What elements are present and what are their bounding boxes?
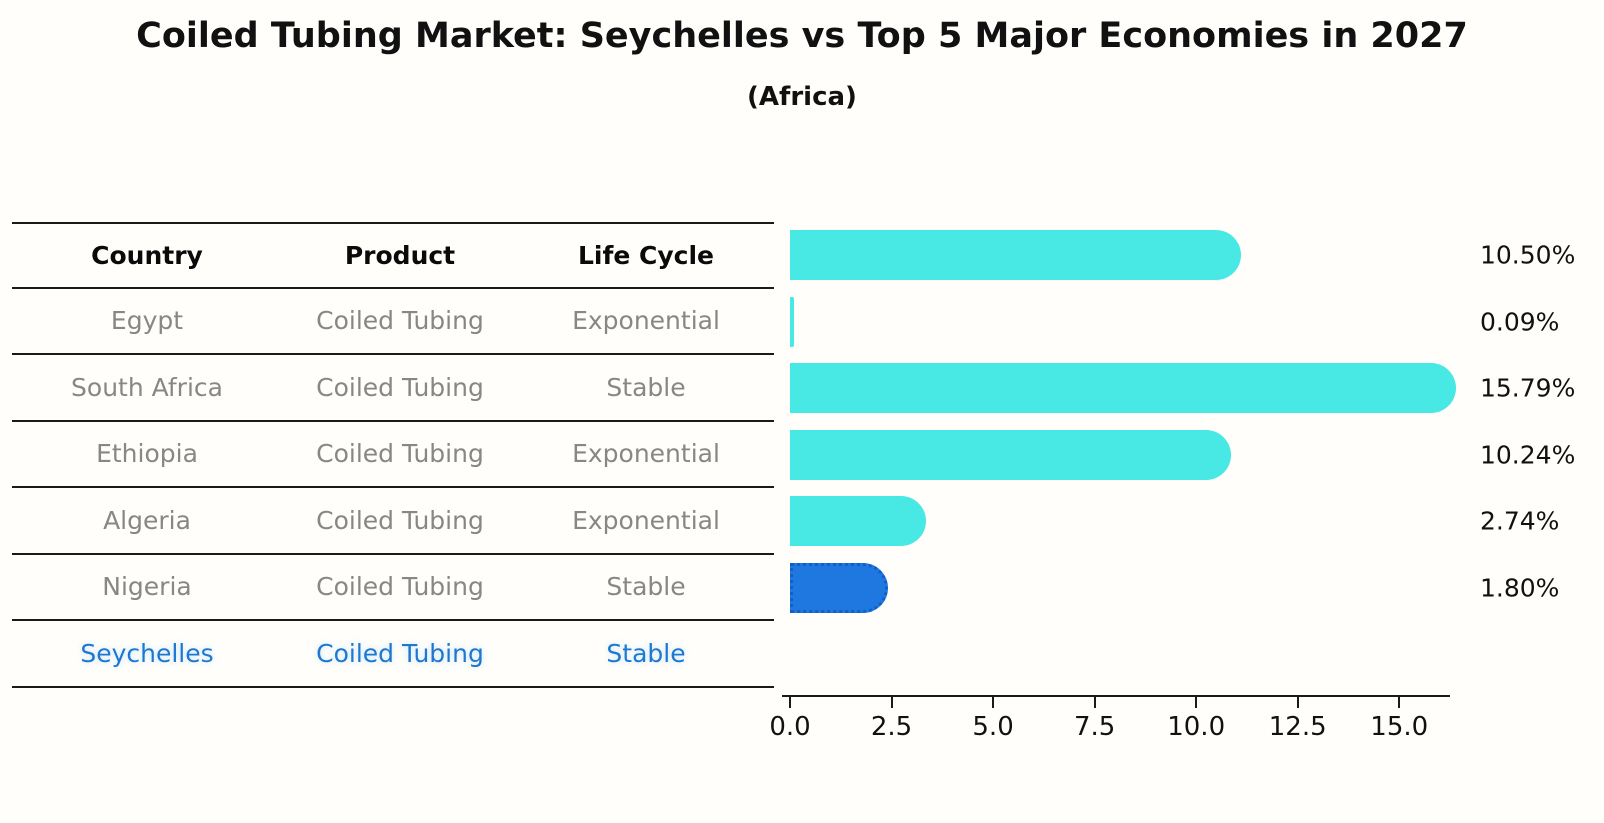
x-tick: [1195, 697, 1198, 708]
column-header-life-cycle: Life Cycle: [577, 240, 715, 270]
x-tick: [992, 697, 995, 708]
cell-life-cycle: Exponential: [572, 306, 720, 336]
table-row-nigeria: Nigeria Coiled Tubing Stable: [12, 555, 774, 621]
cell-life-cycle: Exponential: [572, 439, 720, 469]
bar-ethiopia: [790, 363, 1457, 414]
table-row-seychelles: Seychelles Coiled Tubing Stable: [12, 621, 774, 688]
x-tick-label: 15.0: [1370, 712, 1429, 742]
chart-subtitle: (Africa): [747, 82, 857, 112]
cell-life-cycle: Stable: [606, 572, 686, 602]
value-label-south-africa: 0.09%: [1480, 307, 1560, 337]
x-tick-label: 10.0: [1167, 712, 1226, 742]
cell-country: Ethiopia: [96, 439, 198, 469]
x-tick-label: 5.0: [972, 712, 1014, 742]
x-tick-label: 7.5: [1073, 712, 1116, 742]
table-row-egypt: Egypt Coiled Tubing Exponential: [12, 289, 774, 355]
chart-title: Coiled Tubing Market: Seychelles vs Top …: [136, 16, 1468, 56]
x-tick: [890, 697, 893, 708]
table-body: Egypt Coiled Tubing Exponential South Afric…: [12, 289, 774, 688]
x-tick: [789, 697, 791, 708]
cell-life-cycle: Stable: [606, 638, 686, 668]
cell-product: Coiled Tubing: [316, 638, 484, 668]
cell-product: Coiled Tubing: [316, 505, 484, 535]
bar-plot-area: [790, 222, 1460, 697]
cell-country: Seychelles: [80, 638, 214, 668]
column-header-country: Country: [91, 240, 203, 270]
table-row-algeria: Algeria Coiled Tubing Exponential: [12, 488, 774, 555]
x-tick-label: 2.5: [870, 712, 913, 742]
x-axis-line: [782, 695, 1450, 697]
cell-country: Algeria: [103, 505, 191, 535]
table-row-south-africa: South Africa Coiled Tubing Stable: [12, 355, 774, 422]
cell-country: Egypt: [110, 306, 184, 336]
cell-product: Coiled Tubing: [316, 306, 484, 336]
x-tick: [1296, 697, 1299, 708]
cell-country: South Africa: [71, 372, 223, 402]
bar-algeria: [790, 429, 1231, 480]
table-row-ethiopia: Ethiopia Coiled Tubing Exponential: [12, 422, 774, 488]
cell-product: Coiled Tubing: [316, 439, 484, 469]
country-table: Country Product Life Cycle Egypt Coiled T…: [12, 222, 774, 688]
table-header-row: Country Product Life Cycle: [12, 222, 774, 289]
x-tick-label: 12.5: [1268, 712, 1327, 742]
value-label-seychelles: 1.80%: [1480, 573, 1560, 603]
cell-life-cycle: Exponential: [572, 505, 720, 535]
bar-egypt: [790, 230, 1242, 281]
column-header-product: Product: [344, 240, 456, 270]
value-label-ethiopia: 15.79%: [1480, 373, 1576, 403]
cell-life-cycle: Stable: [606, 372, 686, 402]
x-tick: [1398, 697, 1401, 708]
cell-product: Coiled Tubing: [316, 572, 484, 602]
bar-nigeria: [790, 496, 927, 547]
value-label-algeria: 10.24%: [1480, 440, 1576, 470]
x-tick-label: 0.0: [769, 712, 811, 742]
cell-country: Nigeria: [102, 572, 192, 602]
bar-south-africa: [790, 296, 794, 347]
value-label-nigeria: 2.74%: [1480, 506, 1560, 536]
cell-product: Coiled Tubing: [316, 372, 484, 402]
value-label-egypt: 10.50%: [1480, 240, 1576, 270]
x-tick: [1093, 697, 1096, 708]
bar-seychelles: [790, 562, 889, 613]
